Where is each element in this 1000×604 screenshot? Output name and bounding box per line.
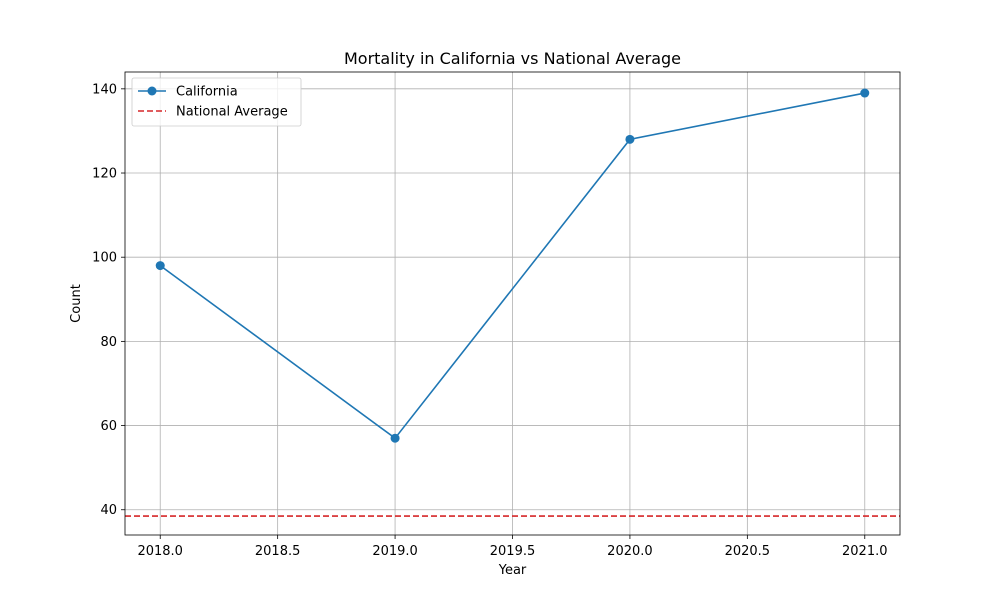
x-tick-label: 2020.5 bbox=[725, 544, 771, 559]
california-data-point bbox=[625, 134, 635, 144]
grid bbox=[125, 72, 900, 535]
axis-ticks: 2018.0 2018.5 2019.0 2019.5 2020.0 2020.5 2021… bbox=[92, 82, 887, 559]
legend-label: National Average bbox=[176, 105, 288, 120]
legend-swatch-marker bbox=[147, 86, 157, 96]
y-tick-label: 120 bbox=[92, 167, 117, 182]
y-tick-label: 100 bbox=[92, 251, 117, 266]
california-data-point bbox=[155, 261, 165, 271]
x-tick-label: 2018.5 bbox=[255, 544, 301, 559]
y-tick-label: 40 bbox=[100, 503, 117, 518]
california-data-point bbox=[860, 88, 870, 98]
x-tick-label: 2018.0 bbox=[137, 544, 183, 559]
california-data-point bbox=[390, 433, 400, 443]
y-axis-label: Count bbox=[69, 284, 84, 323]
y-tick-label: 60 bbox=[100, 419, 117, 434]
series bbox=[155, 88, 870, 443]
x-tick-label: 2019.0 bbox=[372, 544, 418, 559]
legend-label: California bbox=[176, 85, 238, 100]
x-tick-label: 2020.0 bbox=[607, 544, 653, 559]
y-tick-label: 140 bbox=[92, 82, 117, 97]
legend: California National Average bbox=[131, 77, 302, 127]
california-series-line bbox=[159, 92, 865, 440]
x-tick-label: 2019.5 bbox=[490, 544, 536, 559]
y-tick-label: 80 bbox=[100, 335, 117, 350]
x-axis-label: Year bbox=[498, 563, 527, 578]
legend-box bbox=[131, 77, 302, 127]
chart-title: Mortality in California vs National Aver… bbox=[344, 49, 681, 68]
x-tick-label: 2021.0 bbox=[842, 544, 888, 559]
